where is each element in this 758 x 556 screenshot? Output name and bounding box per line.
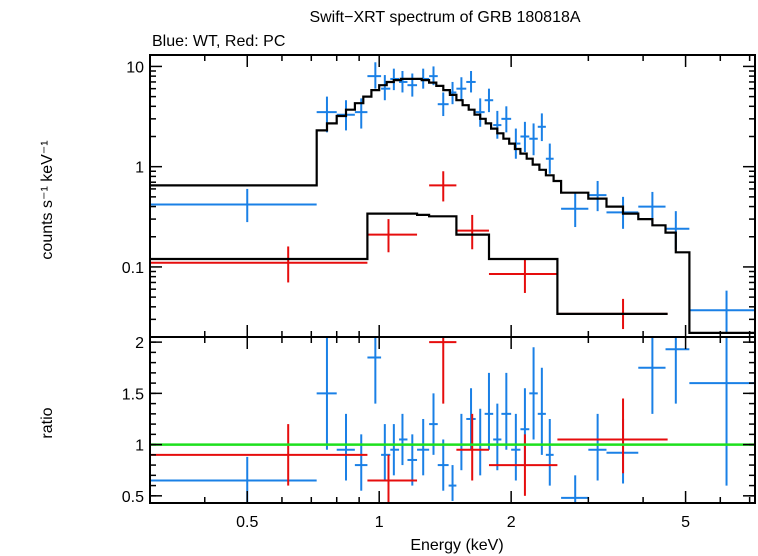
ratio-wt-data-point xyxy=(475,408,485,476)
spectrum-wt-data-point xyxy=(466,71,476,93)
spectrum-pc-data-point xyxy=(488,258,558,293)
x-tick-label: 0.5 xyxy=(236,514,258,531)
spectrum-wt-data-point xyxy=(475,98,485,127)
ratio-wt-data-point xyxy=(448,465,457,501)
spectrum-wt-data-point xyxy=(588,180,607,212)
ratio-wt-data-point xyxy=(466,388,476,450)
ratio-wt-data-point xyxy=(529,347,538,440)
ratio-wt-data-point xyxy=(665,337,690,404)
ratio-wt-data-point xyxy=(407,434,418,486)
ratio-wt-data-point xyxy=(399,413,408,466)
x-tick-label: 2 xyxy=(507,514,516,531)
spectrum-wt-data-point xyxy=(501,106,512,133)
ratio-wt-data-point xyxy=(316,337,337,450)
spectrum-wt-data-point xyxy=(545,143,554,174)
ratio-pc-data-point xyxy=(367,454,418,502)
spectrum-pc-data-point xyxy=(367,219,418,253)
ratio-wt-data-point xyxy=(336,413,355,481)
spectrum-wt-data-point xyxy=(561,192,589,228)
top-y-tick-label: 10 xyxy=(126,59,144,76)
ratio-wt-data-point xyxy=(537,367,546,455)
ratio-wt-data-point xyxy=(545,418,554,486)
ratio-wt-data-point xyxy=(561,475,589,503)
wt-model-step-line xyxy=(150,77,755,334)
ratio-wt-data-point xyxy=(354,434,368,491)
spectrum-pc-data-point xyxy=(456,214,489,250)
spectrum-wt-data-point xyxy=(437,92,449,117)
spectrum-pc-data-point xyxy=(429,171,457,202)
chart-title: Swift−XRT spectrum of GRB 180818A xyxy=(309,9,580,26)
ratio-pc-data-point xyxy=(150,424,368,486)
ratio-wt-data-point xyxy=(493,403,502,471)
top-y-tick-label: 1 xyxy=(135,160,144,177)
ratio-wt-data-point xyxy=(437,439,449,491)
spectrum-wt-data-point xyxy=(456,77,467,101)
spectrum-wt-data-point xyxy=(399,71,408,93)
ratio-wt-data-point xyxy=(689,337,755,486)
spectrum-wt-data-point xyxy=(638,191,666,223)
spectrum-panel: 0.1 1 10 xyxy=(122,54,756,338)
ratio-pc-data-point xyxy=(456,413,489,481)
spectrum-wt-data-point xyxy=(537,113,546,142)
ratio-wt-data-point xyxy=(484,372,494,450)
spectrum-wt-data-point xyxy=(407,73,418,97)
ratio-wt-data-point xyxy=(511,413,521,481)
spectrum-pc-data-point xyxy=(150,246,368,283)
ratio-wt-data-point xyxy=(638,337,666,414)
bottom-y-axis-label: ratio xyxy=(39,407,56,438)
ratio-wt-data-point xyxy=(150,456,317,502)
bottom-y-tick-label: 1.5 xyxy=(122,386,144,403)
bottom-y-tick-label: 1 xyxy=(135,438,144,455)
x-tick-label: 5 xyxy=(681,514,690,531)
ratio-panel: 0.5 1 1.5 2 0.5 1 2 5 xyxy=(122,335,756,531)
chart-subtitle: Blue: WT, Red: PC xyxy=(152,33,285,50)
top-y-axis-label: counts s⁻¹ keV⁻¹ xyxy=(39,140,56,259)
spectrum-wt-data-point xyxy=(381,75,391,101)
spectrum-wt-data-point xyxy=(520,121,530,153)
spectrum-wt-data-point xyxy=(367,62,382,89)
ratio-wt-data-point xyxy=(456,413,467,471)
spectrum-wt-data-point xyxy=(150,188,317,223)
spectrum-wt-data-point xyxy=(665,211,690,250)
ratio-pc-data-point xyxy=(557,398,668,474)
x-tick-label: 1 xyxy=(375,514,384,531)
bottom-y-tick-label: 2 xyxy=(135,335,144,352)
spectrum-wt-data-point xyxy=(493,110,502,139)
ratio-wt-data-point xyxy=(501,372,512,450)
x-axis-label: Energy (keV) xyxy=(410,537,503,554)
spectrum-wt-data-point xyxy=(689,290,755,333)
ratio-wt-data-point xyxy=(417,418,430,476)
ratio-pc-data-point xyxy=(429,337,457,404)
ratio-wt-data-point xyxy=(367,337,382,404)
ratio-wt-data-point xyxy=(588,413,607,481)
spectrum-wt-data-point xyxy=(484,88,494,113)
top-y-tick-label: 0.1 xyxy=(122,260,144,277)
bottom-y-tick-label: 0.5 xyxy=(122,489,144,506)
pc-model-step-line xyxy=(150,212,668,315)
ratio-wt-data-point xyxy=(390,424,400,476)
spectrum-wt-data-point xyxy=(529,123,538,156)
ratio-frame xyxy=(149,336,756,504)
